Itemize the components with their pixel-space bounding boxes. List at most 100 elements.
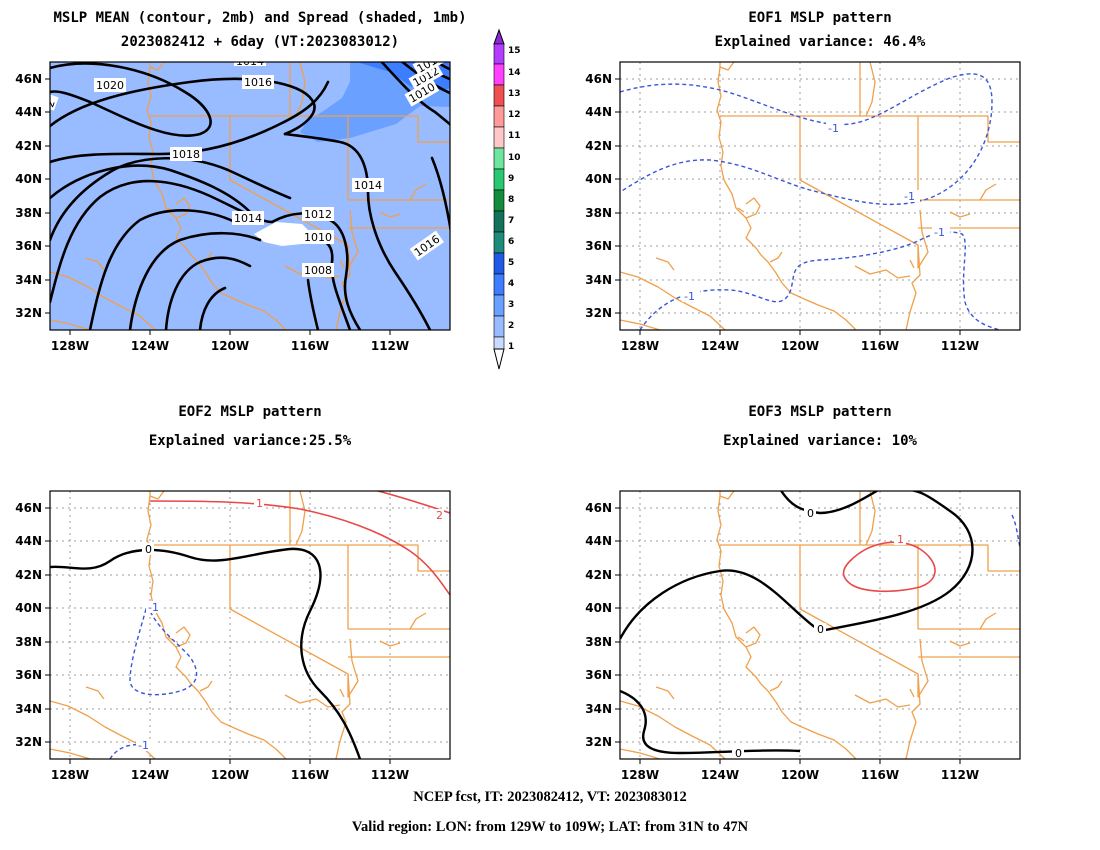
eof2-label-minus1-south: -1 xyxy=(138,739,149,752)
lat-tick-46n: 46N xyxy=(585,72,612,86)
contour-label-1010: 1010 xyxy=(304,231,332,244)
eof2-variance: Explained variance:25.5% xyxy=(148,433,352,449)
isobar-1018 xyxy=(50,80,330,164)
contour-label-1016: 1016 xyxy=(244,76,272,89)
eof2-contour-plus1 xyxy=(149,500,450,596)
eof3-title: EOF3 MSLP pattern xyxy=(748,404,892,420)
lat-tick-38n: 38N xyxy=(15,635,42,649)
lon-tick-124w: 124W xyxy=(131,339,169,353)
isobar-1020 xyxy=(50,62,212,137)
colorbar-label-8: 8 xyxy=(508,195,514,205)
lat-tick-44n: 44N xyxy=(585,534,612,548)
eof1-contour-minus1-north xyxy=(620,73,993,206)
eof3-contour-plus1 xyxy=(842,541,936,593)
eof1-label-1: -1 xyxy=(828,122,839,135)
isobar-1014 xyxy=(50,179,274,304)
lat-tick-40n: 40N xyxy=(15,172,42,186)
eof3-axis-labels: 46N 44N 42N 40N 38N 36N 34N 32N 128W 124… xyxy=(585,501,979,782)
eof2-title: EOF2 MSLP pattern xyxy=(178,404,322,420)
eof2-label-plus2: 2 xyxy=(436,509,443,522)
lon-tick-128w: 128W xyxy=(621,768,659,782)
eof2-contour-zero xyxy=(50,547,362,759)
lat-tick-44n: 44N xyxy=(15,105,42,119)
lat-tick-42n: 42N xyxy=(15,139,42,153)
isobar-1008 xyxy=(164,256,252,330)
eof3-label-zero-top: 0 xyxy=(807,507,814,520)
lat-tick-38n: 38N xyxy=(15,206,42,220)
isobar-1014b xyxy=(283,132,432,330)
colorbar-label-10: 10 xyxy=(508,153,521,163)
colorbar-label-3: 3 xyxy=(508,300,514,310)
colorbar-label-4: 4 xyxy=(508,279,514,289)
contour-label-edge: 2 xyxy=(43,98,58,109)
eof1-variance: Explained variance: 46.4% xyxy=(714,34,926,50)
isobar-1016c xyxy=(380,62,450,127)
eof1-label-3: -1 xyxy=(934,226,945,239)
eof3-variance: Explained variance: 10% xyxy=(723,433,917,449)
low-spread-patch xyxy=(254,222,312,246)
colorbar-label-6: 6 xyxy=(508,237,514,247)
lat-tick-32n: 32N xyxy=(585,735,612,749)
eof1-contour-minus1-south xyxy=(639,231,1001,330)
lat-tick-32n: 32N xyxy=(15,306,42,320)
lat-tick-42n: 42N xyxy=(15,568,42,582)
lon-tick-112w: 112W xyxy=(941,768,979,782)
lat-tick-42n: 42N xyxy=(585,139,612,153)
lat-tick-34n: 34N xyxy=(585,273,612,287)
lat-tick-38n: 38N xyxy=(585,635,612,649)
lat-tick-34n: 34N xyxy=(585,702,612,716)
eof3-contour-blue-edge xyxy=(1011,514,1020,550)
colorbar-label-15: 15 xyxy=(508,46,521,56)
lat-tick-46n: 46N xyxy=(15,501,42,515)
colorbar-label-12: 12 xyxy=(508,110,521,120)
lat-tick-36n: 36N xyxy=(585,668,612,682)
lat-tick-46n: 46N xyxy=(15,72,42,86)
lat-tick-34n: 34N xyxy=(15,273,42,287)
lon-tick-124w: 124W xyxy=(701,339,739,353)
contour-label-1014-top: 1014 xyxy=(236,55,264,68)
eof1-map: -1 -1 -1 -1 xyxy=(614,61,1021,336)
lon-tick-120w: 120W xyxy=(211,768,249,782)
isobar-1006 xyxy=(198,286,227,330)
isobar-1016 xyxy=(50,77,316,136)
lon-tick-128w: 128W xyxy=(51,768,89,782)
lat-tick-38n: 38N xyxy=(585,206,612,220)
isobar-1010c xyxy=(434,62,450,71)
lat-tick-44n: 44N xyxy=(585,105,612,119)
lon-tick-116w: 116W xyxy=(291,768,329,782)
isobar-1016b xyxy=(50,164,252,214)
lat-tick-36n: 36N xyxy=(15,668,42,682)
isobar-1012 xyxy=(88,209,237,330)
contour-label-1018: 1018 xyxy=(172,148,200,161)
lon-tick-116w: 116W xyxy=(861,339,899,353)
eof2-contour-minus1-south xyxy=(109,743,143,759)
colorbar-label-13: 13 xyxy=(508,89,521,99)
panel1-axis-labels: 46N 44N 42N 40N 38N 36N 34N 32N 128W 124… xyxy=(15,72,409,353)
lon-tick-116w: 116W xyxy=(291,339,329,353)
footer-valid-region: Valid region: LON: from 129W to 109W; LA… xyxy=(351,819,749,835)
panel1-mslp-map: 1020 1016 1014 1018 1014 1012 1010 1008 … xyxy=(43,55,451,336)
colorbar-label-7: 7 xyxy=(508,216,514,226)
contour-label-1020: 1020 xyxy=(96,79,124,92)
lon-tick-124w: 124W xyxy=(131,768,169,782)
lat-tick-32n: 32N xyxy=(15,735,42,749)
panel1-title-line2: 2023082412 + 6day (VT:2023083012) xyxy=(120,34,400,50)
lat-tick-36n: 36N xyxy=(15,239,42,253)
eof3-contour-zero-north xyxy=(620,491,974,640)
eof3-label-zero-mid: 0 xyxy=(817,623,824,636)
colorbar-label-9: 9 xyxy=(508,174,514,184)
isobar-1016d xyxy=(430,156,450,234)
eof3-label-plus1: 1 xyxy=(897,533,904,546)
lon-tick-124w: 124W xyxy=(701,768,739,782)
eof3-contour-zero-south xyxy=(620,689,801,755)
lon-tick-120w: 120W xyxy=(781,768,819,782)
colorbar-label-5: 5 xyxy=(508,258,514,268)
lon-tick-120w: 120W xyxy=(781,339,819,353)
lat-tick-36n: 36N xyxy=(585,239,612,253)
eof2-label-plus1: 1 xyxy=(256,497,263,510)
colorbar-label-1: 1 xyxy=(508,342,514,352)
lat-tick-44n: 44N xyxy=(15,534,42,548)
colorbar-label-11: 11 xyxy=(508,131,521,141)
contour-label-1014-east: 1014 xyxy=(354,179,382,192)
